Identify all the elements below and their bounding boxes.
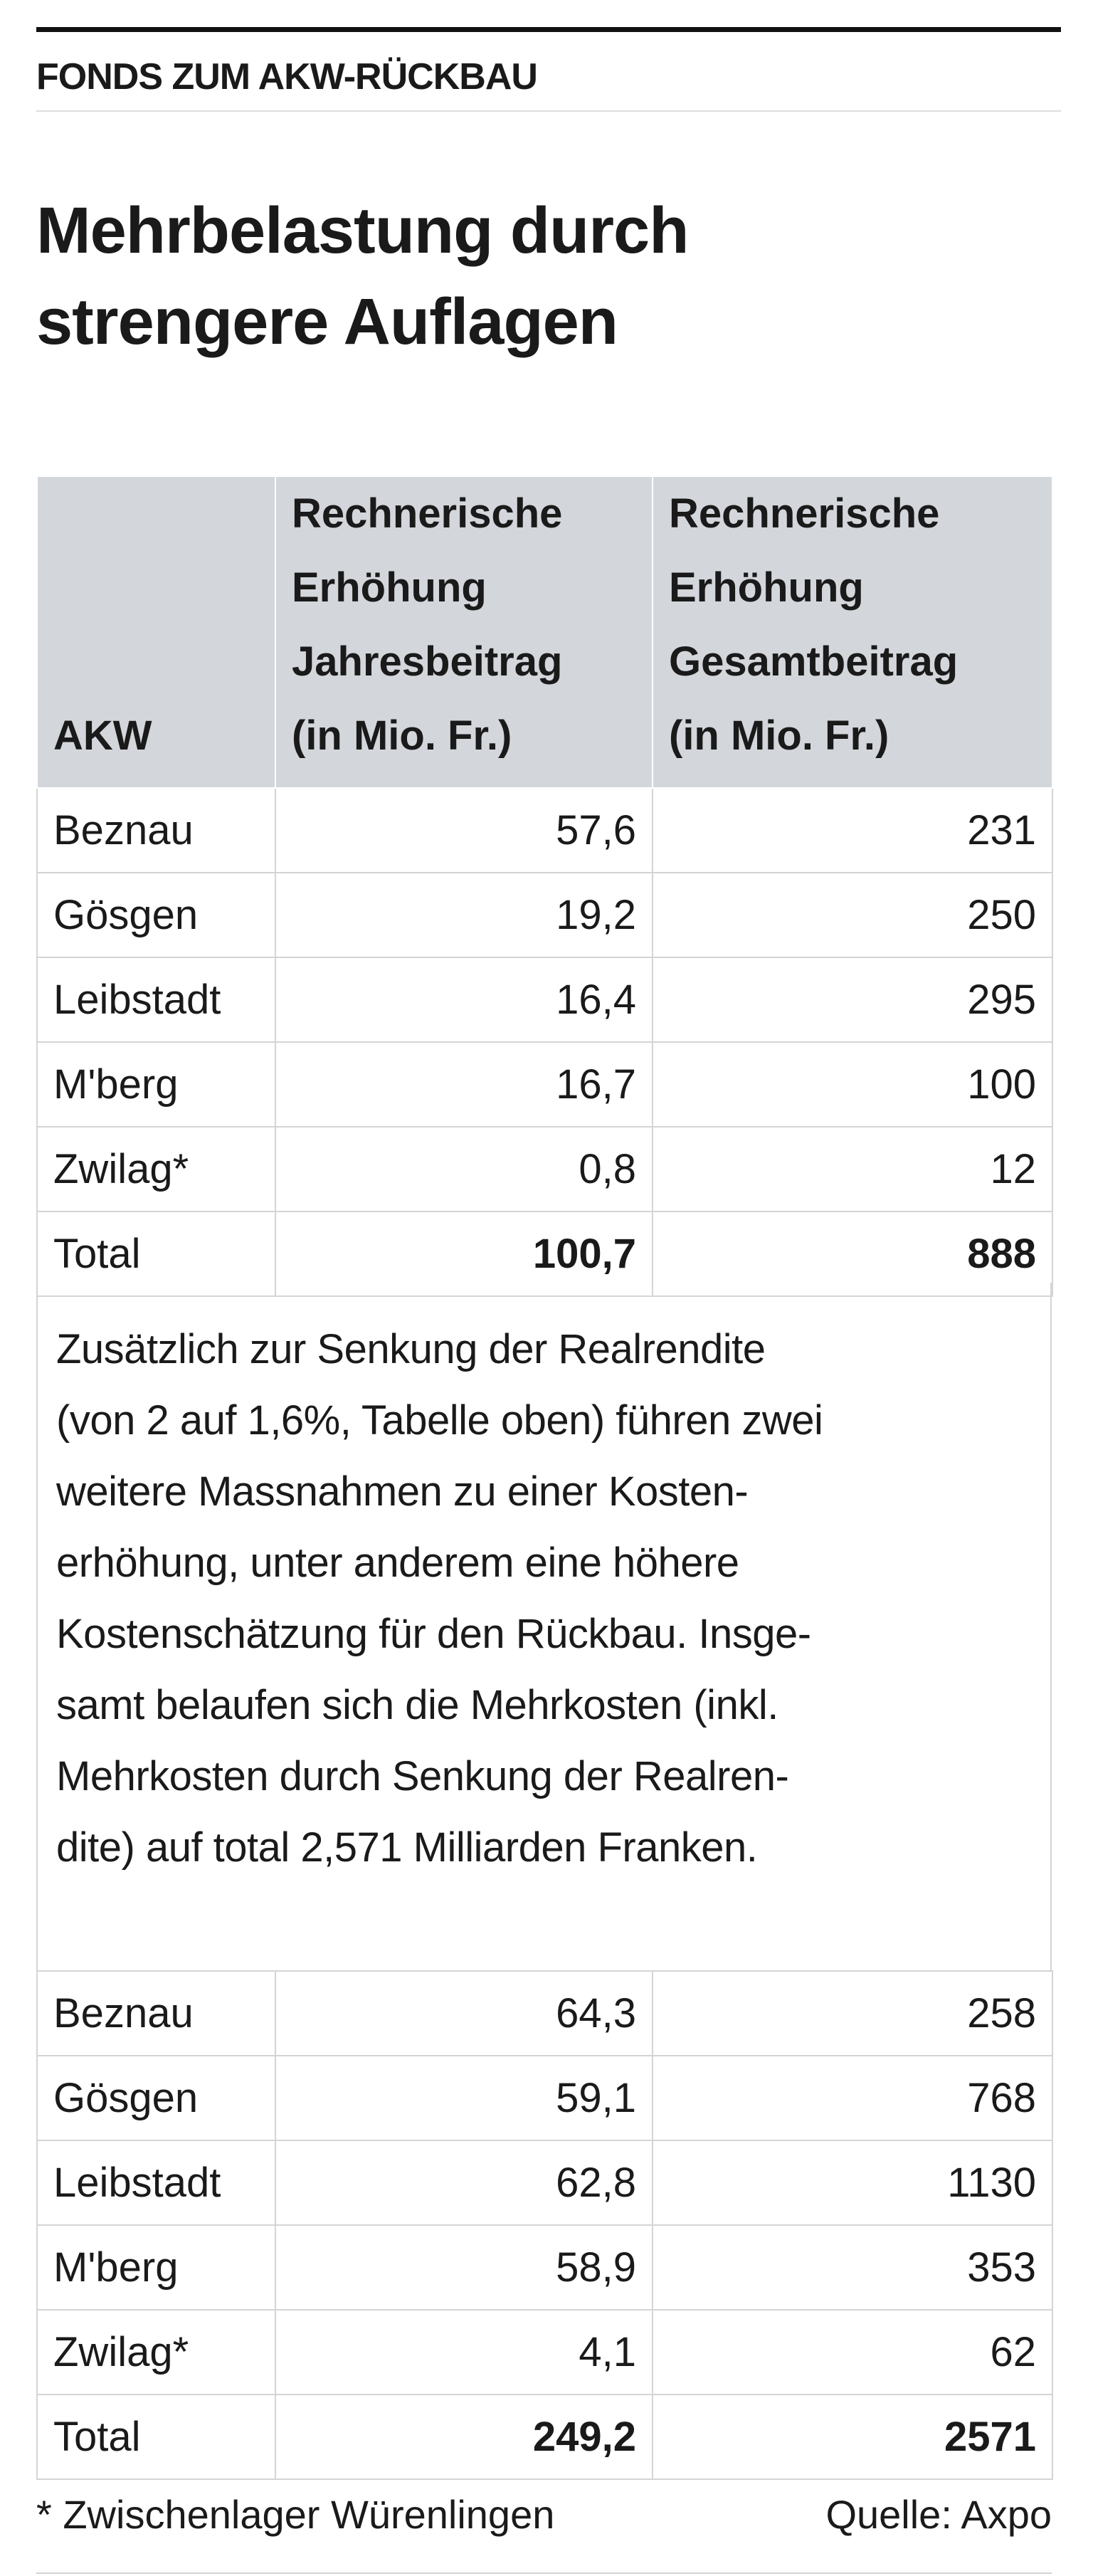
row: Leibstadt 16,4 295 (36, 957, 1053, 1043)
cell: Total (36, 2394, 276, 2480)
cell: Zwilag* (36, 1126, 276, 1212)
cell: 19,2 (275, 872, 653, 958)
note-line: (von 2 auf 1,6%, Tabelle oben) führen zw… (56, 1397, 823, 1444)
cell: 16,4 (275, 957, 653, 1043)
note-line: Zusätzlich zur Senkung der Realrendite (56, 1326, 766, 1372)
cell: 0,8 (275, 1126, 653, 1212)
row: M'berg 58,9 353 (36, 2224, 1053, 2310)
cell: Zwilag* (36, 2309, 276, 2395)
cell: 59,1 (275, 2055, 653, 2141)
header-row: AKW Rechnerische Erhöhung Jahresbeitrag (in … (36, 475, 1053, 789)
cell: 58,9 (275, 2224, 653, 2310)
cell: Leibstadt (36, 957, 276, 1043)
cell: 62 (652, 2309, 1053, 2395)
note: Zusätzlich zur Senkung der Realrendite (v… (36, 1283, 1052, 1970)
row: Leibstadt 62,8 1130 (36, 2140, 1053, 2226)
header-line: Gesamtbeitrag (669, 638, 959, 685)
row: Total 249,2 2571 (36, 2394, 1053, 2480)
cell: 57,6 (275, 787, 653, 873)
cell: 353 (652, 2224, 1053, 2310)
header-line: Erhöhung (669, 564, 864, 611)
row: Zwilag* 4,1 62 (36, 2309, 1053, 2395)
footer: * Zwischenlager Würenlingen Quelle: Axpo (36, 2491, 1052, 2538)
cell: 2571 (652, 2394, 1053, 2480)
cell: 64,3 (275, 1970, 653, 2056)
note-line: Mehrkosten durch Senkung der Realren- (56, 1753, 789, 1799)
footnote: * Zwischenlager Würenlingen (36, 2492, 555, 2537)
row: Gösgen 59,1 768 (36, 2055, 1053, 2141)
cell: 768 (652, 2055, 1053, 2141)
cell: 16,7 (275, 1041, 653, 1127)
row: M'berg 16,7 100 (36, 1041, 1053, 1127)
cell: Gösgen (36, 2055, 276, 2141)
cell: 4,1 (275, 2309, 653, 2395)
header-line: Erhöhung (292, 564, 487, 611)
row: Zwilag* 0,8 12 (36, 1126, 1053, 1212)
header-line: (in Mio. Fr.) (669, 713, 889, 759)
note-line: Kostenschätzung für den Rückbau. Insge- (56, 1611, 811, 1657)
row: Total 100,7 888 (36, 1211, 1053, 1297)
cell: 100,7 (275, 1211, 653, 1297)
cell: 1130 (652, 2140, 1053, 2226)
note-line: weitere Massnahmen zu einer Kosten- (56, 1468, 749, 1515)
note-line: dite) auf total 2,571 Milliarden Franken… (56, 1824, 758, 1871)
kicker: FONDS ZUM AKW-RÜCKBAU (36, 56, 538, 98)
divider (36, 110, 1061, 112)
header-line: Rechnerische (292, 490, 563, 537)
cell: Beznau (36, 787, 276, 873)
title-line: strengere Auflagen (36, 285, 618, 358)
table: AKW Rechnerische Erhöhung Jahresbeitrag (in … (36, 475, 1053, 1297)
cell: 258 (652, 1970, 1053, 2056)
cell: Leibstadt (36, 2140, 276, 2226)
header-line: (in Mio. Fr.) (292, 713, 512, 759)
cell: Gösgen (36, 872, 276, 958)
note-line: erhöhung, unter anderem eine höhere (56, 1540, 739, 1586)
cell: Total (36, 1211, 276, 1297)
cell: M'berg (36, 1041, 276, 1127)
cell: M'berg (36, 2224, 276, 2310)
table: Beznau 64,3 258 Gösgen 59,1 768 Leibstadt 62,8 1… (36, 1970, 1053, 2480)
header-line: Jahresbeitrag (292, 638, 563, 685)
header-cell: Rechnerische Erhöhung Jahresbeitrag (in Mio… (275, 475, 653, 789)
cell: 231 (652, 787, 1053, 873)
bottom-rule (36, 2572, 1052, 2574)
source: Quelle: Axpo (825, 2492, 1052, 2537)
cell: 249,2 (275, 2394, 653, 2480)
cell: 62,8 (275, 2140, 653, 2226)
header-cell: AKW (36, 475, 276, 789)
cell: Beznau (36, 1970, 276, 2056)
cell: 295 (652, 957, 1053, 1043)
header-cell: Rechnerische Erhöhung Gesamtbeitrag (in Mio… (652, 475, 1053, 789)
top-rule (36, 27, 1061, 32)
title-line: Mehrbelastung durch (36, 194, 689, 267)
title: Mehrbelastung durch strengere Auflagen (36, 185, 689, 367)
row: Gösgen 19,2 250 (36, 872, 1053, 958)
cell: 888 (652, 1211, 1053, 1297)
row: Beznau 57,6 231 (36, 787, 1053, 873)
header-line: Rechnerische (669, 490, 940, 537)
note-line: samt belaufen sich die Mehrkosten (inkl. (56, 1682, 778, 1728)
cell: 100 (652, 1041, 1053, 1127)
row: Beznau 64,3 258 (36, 1970, 1053, 2056)
cell: 12 (652, 1126, 1053, 1212)
cell: 250 (652, 872, 1053, 958)
